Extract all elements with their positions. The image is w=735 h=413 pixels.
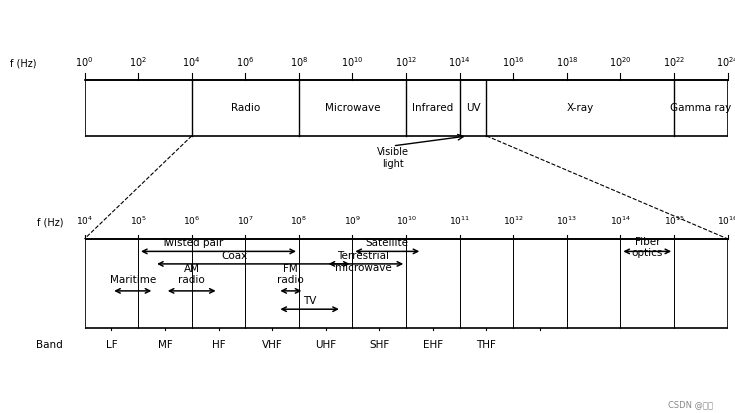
Text: THF: THF: [476, 340, 496, 350]
Text: UV: UV: [466, 103, 481, 113]
Text: f (Hz): f (Hz): [37, 217, 63, 227]
Text: Microwave: Microwave: [325, 103, 380, 113]
Text: $10^{6}$: $10^{6}$: [183, 215, 201, 227]
Text: SHF: SHF: [369, 340, 390, 350]
Text: AM
radio: AM radio: [179, 263, 205, 285]
Text: f (Hz): f (Hz): [10, 59, 36, 69]
Text: $10^{8}$: $10^{8}$: [290, 215, 307, 227]
Text: $10^{15}$: $10^{15}$: [664, 215, 684, 227]
Text: Radio: Radio: [231, 103, 260, 113]
Text: $10^{8}$: $10^{8}$: [290, 55, 308, 69]
Text: $10^{12}$: $10^{12}$: [503, 215, 524, 227]
Text: $10^{7}$: $10^{7}$: [237, 215, 254, 227]
Text: $10^{20}$: $10^{20}$: [609, 55, 632, 69]
Text: $10^{14}$: $10^{14}$: [448, 55, 471, 69]
Text: $10^{18}$: $10^{18}$: [556, 55, 578, 69]
Text: Visible
light: Visible light: [377, 147, 409, 169]
Text: $10^{2}$: $10^{2}$: [129, 55, 147, 69]
Text: TV: TV: [303, 296, 316, 306]
Text: $10^{24}$: $10^{24}$: [716, 55, 735, 69]
Text: $10^{16}$: $10^{16}$: [502, 55, 525, 69]
Text: $10^{11}$: $10^{11}$: [449, 215, 470, 227]
Text: $10^{14}$: $10^{14}$: [610, 215, 631, 227]
Text: Fiber
optics: Fiber optics: [631, 237, 663, 258]
Text: $10^{9}$: $10^{9}$: [344, 215, 361, 227]
Text: $10^{0}$: $10^{0}$: [75, 55, 94, 69]
Text: FM
radio: FM radio: [278, 263, 304, 285]
Text: $10^{16}$: $10^{16}$: [717, 215, 735, 227]
Text: EHF: EHF: [423, 340, 443, 350]
Text: Gamma ray: Gamma ray: [670, 103, 731, 113]
Text: $10^{10}$: $10^{10}$: [341, 55, 364, 69]
Text: Maritime: Maritime: [110, 275, 156, 285]
Text: Infrared: Infrared: [412, 103, 453, 113]
Text: $10^{22}$: $10^{22}$: [663, 55, 685, 69]
Text: $10^{6}$: $10^{6}$: [236, 55, 254, 69]
Text: $10^{5}$: $10^{5}$: [129, 215, 146, 227]
Text: $10^{4}$: $10^{4}$: [182, 55, 201, 69]
Text: $10^{10}$: $10^{10}$: [395, 215, 417, 227]
Text: Satellite: Satellite: [366, 238, 409, 249]
Text: HF: HF: [212, 340, 226, 350]
Text: Coax: Coax: [221, 251, 248, 261]
Text: $10^{12}$: $10^{12}$: [395, 55, 417, 69]
Text: X-ray: X-ray: [567, 103, 594, 113]
Text: $10^{4}$: $10^{4}$: [76, 215, 93, 227]
Text: Twisted pair: Twisted pair: [160, 238, 223, 249]
Text: Band: Band: [36, 340, 63, 350]
Text: VHF: VHF: [262, 340, 282, 350]
Text: UHF: UHF: [315, 340, 336, 350]
Text: Terrestrial
microwave: Terrestrial microwave: [335, 251, 392, 273]
Text: MF: MF: [157, 340, 172, 350]
Text: LF: LF: [106, 340, 117, 350]
Text: $10^{13}$: $10^{13}$: [556, 215, 578, 227]
Text: CSDN @渝茯: CSDN @渝茯: [668, 400, 713, 409]
